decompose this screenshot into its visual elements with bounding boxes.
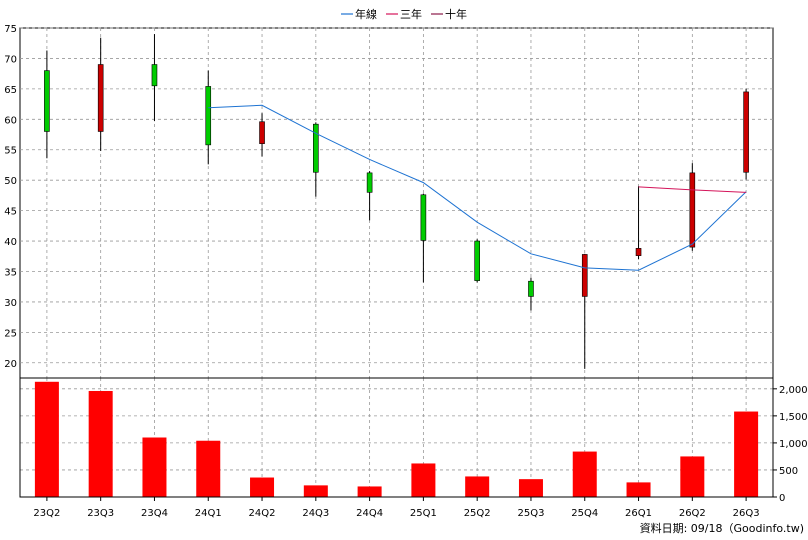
series-line-1 [208, 104, 747, 271]
y-tick-label: 50 [4, 176, 17, 187]
volume-tick-label: 1,500 [779, 412, 808, 423]
volume-bar [303, 485, 328, 497]
volume-bar [34, 381, 59, 497]
volume-bar [250, 477, 275, 497]
x-tick-label: 25Q1 [410, 508, 437, 519]
candle-body [420, 194, 427, 241]
x-axis: 23Q2 23Q3 23Q4 24Q1 24Q2 24Q3 24Q4 25Q1 25Q2 25Q3… [33, 497, 760, 519]
x-tick-label: 24Q3 [302, 508, 329, 519]
series-line-2 [638, 186, 747, 193]
x-tick-label: 25Q4 [571, 508, 598, 519]
candle-body [259, 121, 265, 144]
x-tick-label: 25Q3 [517, 508, 544, 519]
y-tick-label: 75 [4, 24, 17, 35]
y-tick-label: 70 [4, 54, 17, 65]
legend: 年線 三年 十年 [341, 7, 467, 21]
candle-body [743, 91, 749, 173]
candle-body [528, 280, 534, 297]
x-tick-label: 26Q2 [679, 508, 706, 519]
candle-body [689, 172, 696, 248]
y-tick-label: 60 [4, 115, 17, 126]
y-tick-label: 35 [4, 267, 17, 278]
y-tick-label: 30 [4, 298, 17, 309]
volume-bar [626, 482, 651, 497]
volume-bar [196, 440, 221, 497]
candle-body [151, 64, 158, 87]
volume-tick-label: 500 [779, 466, 798, 477]
x-tick-label: 26Q1 [625, 508, 652, 519]
candle-body [474, 240, 480, 281]
y-tick-label: 45 [4, 207, 17, 218]
upper-frame [19, 27, 774, 379]
volume-bar [411, 463, 436, 497]
candle-body [581, 254, 588, 297]
candle-body [44, 70, 50, 132]
volume-bar [357, 486, 382, 497]
y-tick-label: 40 [4, 237, 17, 248]
x-tick-label: 23Q4 [141, 508, 168, 519]
volume-panel: 0 500 1,000 1,500 2,000 [19, 377, 808, 504]
x-tick-label: 24Q1 [195, 508, 222, 519]
x-tick-label: 24Q4 [356, 508, 383, 519]
legend-label-2: 三年 [400, 7, 422, 21]
volume-bar [572, 451, 597, 497]
volume-bar [518, 479, 543, 497]
x-tick-label: 23Q2 [33, 508, 60, 519]
candle-body [366, 172, 373, 193]
candle-body [635, 248, 642, 256]
x-tick-label: 24Q2 [249, 508, 276, 519]
volume-bar [680, 456, 705, 497]
x-tick-label: 25Q2 [464, 508, 491, 519]
legend-label-3: 十年 [445, 7, 467, 21]
y-tick-label: 65 [4, 85, 17, 96]
candlestick-panel: 20 25 30 35 40 45 50 55 60 65 70 75 [4, 24, 774, 379]
candle-body [97, 64, 104, 132]
y-tick-label: 20 [4, 359, 17, 370]
volume-tick-label: 0 [779, 493, 785, 504]
x-tick-label: 23Q3 [87, 508, 114, 519]
volume-frame-border [19, 377, 774, 498]
candle-body [313, 123, 319, 173]
volume-frame [19, 377, 774, 498]
volume-tick-label: 2,000 [779, 385, 808, 396]
volume-bar [88, 390, 113, 497]
volume-bar [142, 437, 167, 497]
volume-bar [734, 411, 759, 497]
volume-bar [465, 476, 490, 497]
volume-tick-label: 1,000 [779, 439, 808, 450]
legend-label-1: 年線 [355, 7, 377, 21]
candle-body [205, 86, 212, 146]
x-tick-label: 26Q3 [733, 508, 760, 519]
y-tick-label: 55 [4, 146, 17, 157]
data-date-footer: 資料日期: 09/18（Goodinfo.tw) [639, 522, 804, 535]
y-tick-label: 25 [4, 328, 17, 339]
